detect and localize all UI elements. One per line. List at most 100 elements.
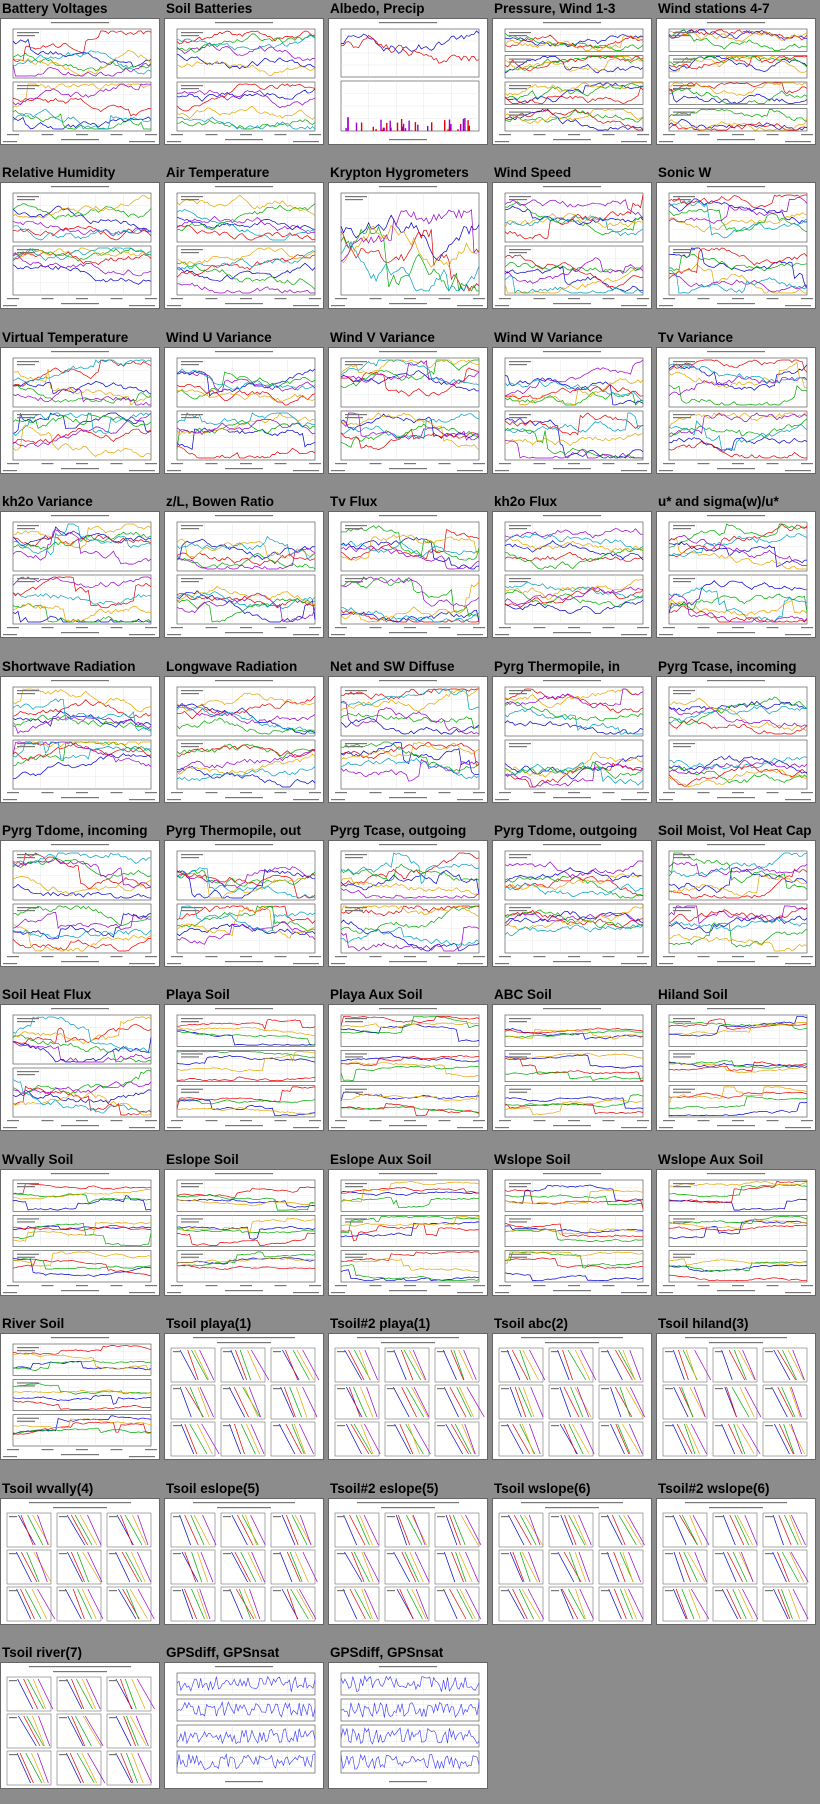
plot-thumbnail[interactable]	[0, 182, 160, 310]
plot-thumbnail[interactable]	[492, 1333, 652, 1461]
plot-title-link[interactable]: Soil Batteries	[166, 1, 253, 16]
plot-title-link[interactable]: Soil Moist, Vol Heat Cap	[658, 823, 812, 838]
plot-title-link[interactable]: Relative Humidity	[2, 165, 116, 181]
plot-thumbnail[interactable]	[492, 511, 652, 639]
plot-title-link[interactable]: Pyrg Tdome, outgoing	[494, 823, 638, 838]
plot-thumbnail[interactable]	[492, 675, 652, 803]
plot-thumbnail[interactable]	[0, 1333, 160, 1461]
plot-title-link[interactable]: Tv Variance	[658, 329, 734, 345]
plot-thumbnail[interactable]	[492, 182, 652, 310]
plot-title-link[interactable]: Krypton Hygrometers	[330, 165, 469, 181]
plot-title-link[interactable]: Tsoil river(7)	[2, 1645, 83, 1660]
plot-title-link[interactable]: Playa Aux Soil	[330, 987, 423, 1003]
plot-thumbnail[interactable]	[656, 18, 816, 145]
plot-thumbnail[interactable]	[492, 1497, 652, 1625]
plot-thumbnail[interactable]	[492, 346, 652, 474]
plot-title-link[interactable]: Pressure, Wind 1-3	[494, 1, 616, 16]
plot-thumbnail[interactable]	[164, 346, 324, 474]
plot-thumbnail[interactable]	[0, 1004, 160, 1132]
plot-title-link[interactable]: ABC Soil	[494, 987, 552, 1003]
plot-title-link[interactable]: kh2o Flux	[494, 494, 558, 510]
plot-thumbnail[interactable]	[164, 1333, 324, 1461]
plot-thumbnail[interactable]	[164, 1168, 324, 1296]
plot-title-link[interactable]: Tsoil hiland(3)	[658, 1316, 749, 1332]
plot-thumbnail[interactable]	[164, 182, 324, 310]
plot-thumbnail[interactable]	[328, 1333, 488, 1461]
plot-thumbnail[interactable]	[164, 511, 324, 639]
plot-title-link[interactable]: Eslope Aux Soil	[330, 1151, 432, 1167]
plot-title-link[interactable]: Wind W Variance	[494, 329, 603, 345]
plot-title-link[interactable]: Pyrg Thermopile, out	[166, 823, 302, 838]
plot-thumbnail[interactable]	[164, 675, 324, 803]
plot-thumbnail[interactable]	[328, 1662, 488, 1789]
plot-title-link[interactable]: Playa Soil	[166, 987, 230, 1003]
plot-title-link[interactable]: Battery Voltages	[2, 1, 108, 16]
plot-title-link[interactable]: Tsoil wvally(4)	[2, 1480, 94, 1496]
plot-title-link[interactable]: Wvally Soil	[2, 1151, 74, 1167]
plot-title-link[interactable]: Soil Heat Flux	[2, 987, 92, 1003]
plot-thumbnail[interactable]	[164, 1004, 324, 1132]
plot-thumbnail[interactable]	[656, 182, 816, 310]
plot-title-link[interactable]: Tsoil#2 eslope(5)	[330, 1480, 439, 1496]
plot-thumbnail[interactable]	[492, 1168, 652, 1296]
plot-title-link[interactable]: Net and SW Diffuse	[330, 658, 455, 674]
plot-title-link[interactable]: Pyrg Tcase, incoming	[658, 658, 797, 674]
plot-title-link[interactable]: Tsoil#2 playa(1)	[330, 1316, 431, 1332]
plot-thumbnail[interactable]	[328, 182, 488, 310]
plot-thumbnail[interactable]	[656, 1497, 816, 1625]
plot-title-link[interactable]: Wslope Soil	[494, 1151, 571, 1167]
plot-title-link[interactable]: z/L, Bowen Ratio	[166, 494, 274, 510]
plot-title-link[interactable]: Longwave Radiation	[166, 658, 298, 674]
plot-title-link[interactable]: GPSdiff, GPSnsat	[330, 1645, 444, 1660]
plot-thumbnail[interactable]	[328, 1168, 488, 1296]
plot-title-link[interactable]: Wind U Variance	[166, 329, 272, 345]
plot-title-link[interactable]: Tsoil#2 wslope(6)	[658, 1480, 770, 1496]
plot-thumbnail[interactable]	[164, 840, 324, 967]
plot-thumbnail[interactable]	[0, 18, 160, 145]
plot-thumbnail[interactable]	[492, 1004, 652, 1132]
plot-thumbnail[interactable]	[164, 18, 324, 145]
plot-title-link[interactable]: Virtual Temperature	[2, 329, 129, 345]
plot-title-link[interactable]: Eslope Soil	[166, 1151, 239, 1167]
plot-title-link[interactable]: Shortwave Radiation	[2, 658, 136, 674]
plot-title-link[interactable]: Tsoil playa(1)	[166, 1316, 252, 1332]
plot-thumbnail[interactable]	[0, 1168, 160, 1296]
plot-thumbnail[interactable]	[656, 840, 816, 967]
plot-title-link[interactable]: River Soil	[2, 1316, 65, 1332]
plot-thumbnail[interactable]	[0, 675, 160, 803]
plot-thumbnail[interactable]	[492, 18, 652, 145]
plot-thumbnail[interactable]	[164, 1662, 324, 1789]
plot-title-link[interactable]: Pyrg Thermopile, in	[494, 658, 621, 674]
plot-thumbnail[interactable]	[328, 18, 488, 145]
plot-title-link[interactable]: Wind Speed	[494, 165, 572, 181]
plot-title-link[interactable]: Albedo, Precip	[330, 1, 425, 16]
plot-title-link[interactable]: Tsoil wslope(6)	[494, 1480, 591, 1496]
plot-title-link[interactable]: Tv Flux	[330, 494, 378, 510]
plot-title-link[interactable]: Tsoil eslope(5)	[166, 1480, 260, 1496]
plot-thumbnail[interactable]	[656, 346, 816, 474]
plot-title-link[interactable]: Hiland Soil	[658, 987, 728, 1003]
plot-title-link[interactable]: Pyrg Tcase, outgoing	[330, 823, 467, 838]
plot-title-link[interactable]: Pyrg Tdome, incoming	[2, 823, 148, 838]
plot-title-link[interactable]: Wind stations 4-7	[658, 1, 770, 16]
plot-thumbnail[interactable]	[164, 1497, 324, 1625]
plot-thumbnail[interactable]	[328, 1004, 488, 1132]
plot-title-link[interactable]: u* and sigma(w)/u*	[658, 494, 779, 510]
plot-title-link[interactable]: Air Temperature	[166, 165, 270, 181]
plot-title-link[interactable]: kh2o Variance	[2, 494, 93, 510]
plot-thumbnail[interactable]	[656, 1004, 816, 1132]
plot-title-link[interactable]: Wind V Variance	[330, 329, 435, 345]
plot-thumbnail[interactable]	[328, 346, 488, 474]
plot-thumbnail[interactable]	[656, 675, 816, 803]
plot-thumbnail[interactable]	[328, 675, 488, 803]
plot-thumbnail[interactable]	[492, 840, 652, 967]
plot-thumbnail[interactable]	[0, 840, 160, 967]
plot-thumbnail[interactable]	[0, 1662, 160, 1789]
plot-thumbnail[interactable]	[0, 511, 160, 639]
plot-thumbnail[interactable]	[656, 511, 816, 639]
plot-title-link[interactable]: Tsoil abc(2)	[494, 1316, 569, 1332]
plot-thumbnail[interactable]	[656, 1168, 816, 1296]
plot-title-link[interactable]: Wslope Aux Soil	[658, 1151, 764, 1167]
plot-title-link[interactable]: GPSdiff, GPSnsat	[166, 1645, 280, 1660]
plot-thumbnail[interactable]	[0, 1497, 160, 1625]
